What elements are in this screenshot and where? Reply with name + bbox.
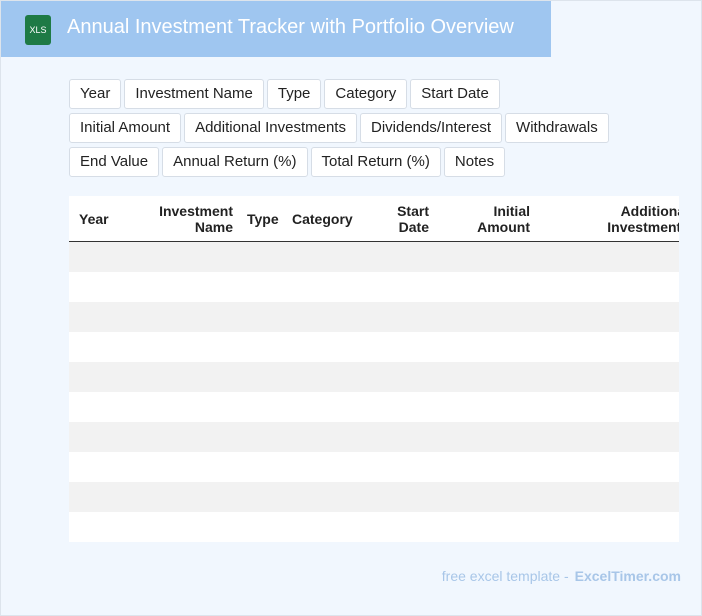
footer: free excel template - ExcelTimer.com	[442, 568, 681, 584]
field-chip[interactable]: Notes	[443, 147, 506, 177]
footer-brand[interactable]: ExcelTimer.com	[574, 568, 681, 584]
table-row	[69, 392, 679, 422]
column-header: Start Date	[397, 203, 429, 235]
field-chip[interactable]: Category	[324, 79, 408, 109]
table-row	[69, 332, 679, 362]
column-header: Initial Amount	[477, 203, 530, 235]
field-chip[interactable]: End Value	[69, 147, 160, 177]
field-chip[interactable]: Annual Return (%)	[162, 147, 308, 177]
table-row	[69, 362, 679, 392]
field-chip[interactable]: Additional Investments	[184, 113, 357, 143]
column-header: Additional Investments	[607, 203, 679, 235]
column-header: Year	[79, 211, 109, 227]
column-header: Investment Name	[159, 203, 233, 235]
field-chip[interactable]: Type	[266, 79, 322, 109]
field-chip[interactable]: Initial Amount	[69, 113, 182, 143]
field-chip[interactable]: Year	[69, 79, 122, 109]
field-chip[interactable]: Total Return (%)	[310, 147, 441, 177]
title: Annual Investment Tracker with Portfolio…	[67, 16, 514, 38]
header: XLS Annual Investment Tracker with Portf…	[1, 1, 551, 57]
table-row	[69, 512, 679, 542]
field-list: Year Investment Name Type Category Start Dat…	[69, 79, 614, 177]
field-chip[interactable]: Investment Name	[124, 79, 264, 109]
column-header: Type	[247, 211, 279, 227]
table-row	[69, 452, 679, 482]
column-header: Category	[292, 211, 353, 227]
table-row	[69, 482, 679, 512]
table-row	[69, 422, 679, 452]
field-chip[interactable]: Withdrawals	[505, 113, 609, 143]
table-header: Year Investment Name Type Category Start Dat…	[69, 196, 679, 242]
file-icon: XLS	[25, 15, 51, 45]
table: Year Investment Name Type Category Start Dat…	[69, 196, 679, 542]
table-row	[69, 242, 679, 272]
table-row	[69, 302, 679, 332]
table-row	[69, 272, 679, 302]
field-chip[interactable]: Dividends/Interest	[359, 113, 503, 143]
footer-text: free excel template -	[441, 568, 569, 584]
field-chip[interactable]: Start Date	[410, 79, 500, 109]
